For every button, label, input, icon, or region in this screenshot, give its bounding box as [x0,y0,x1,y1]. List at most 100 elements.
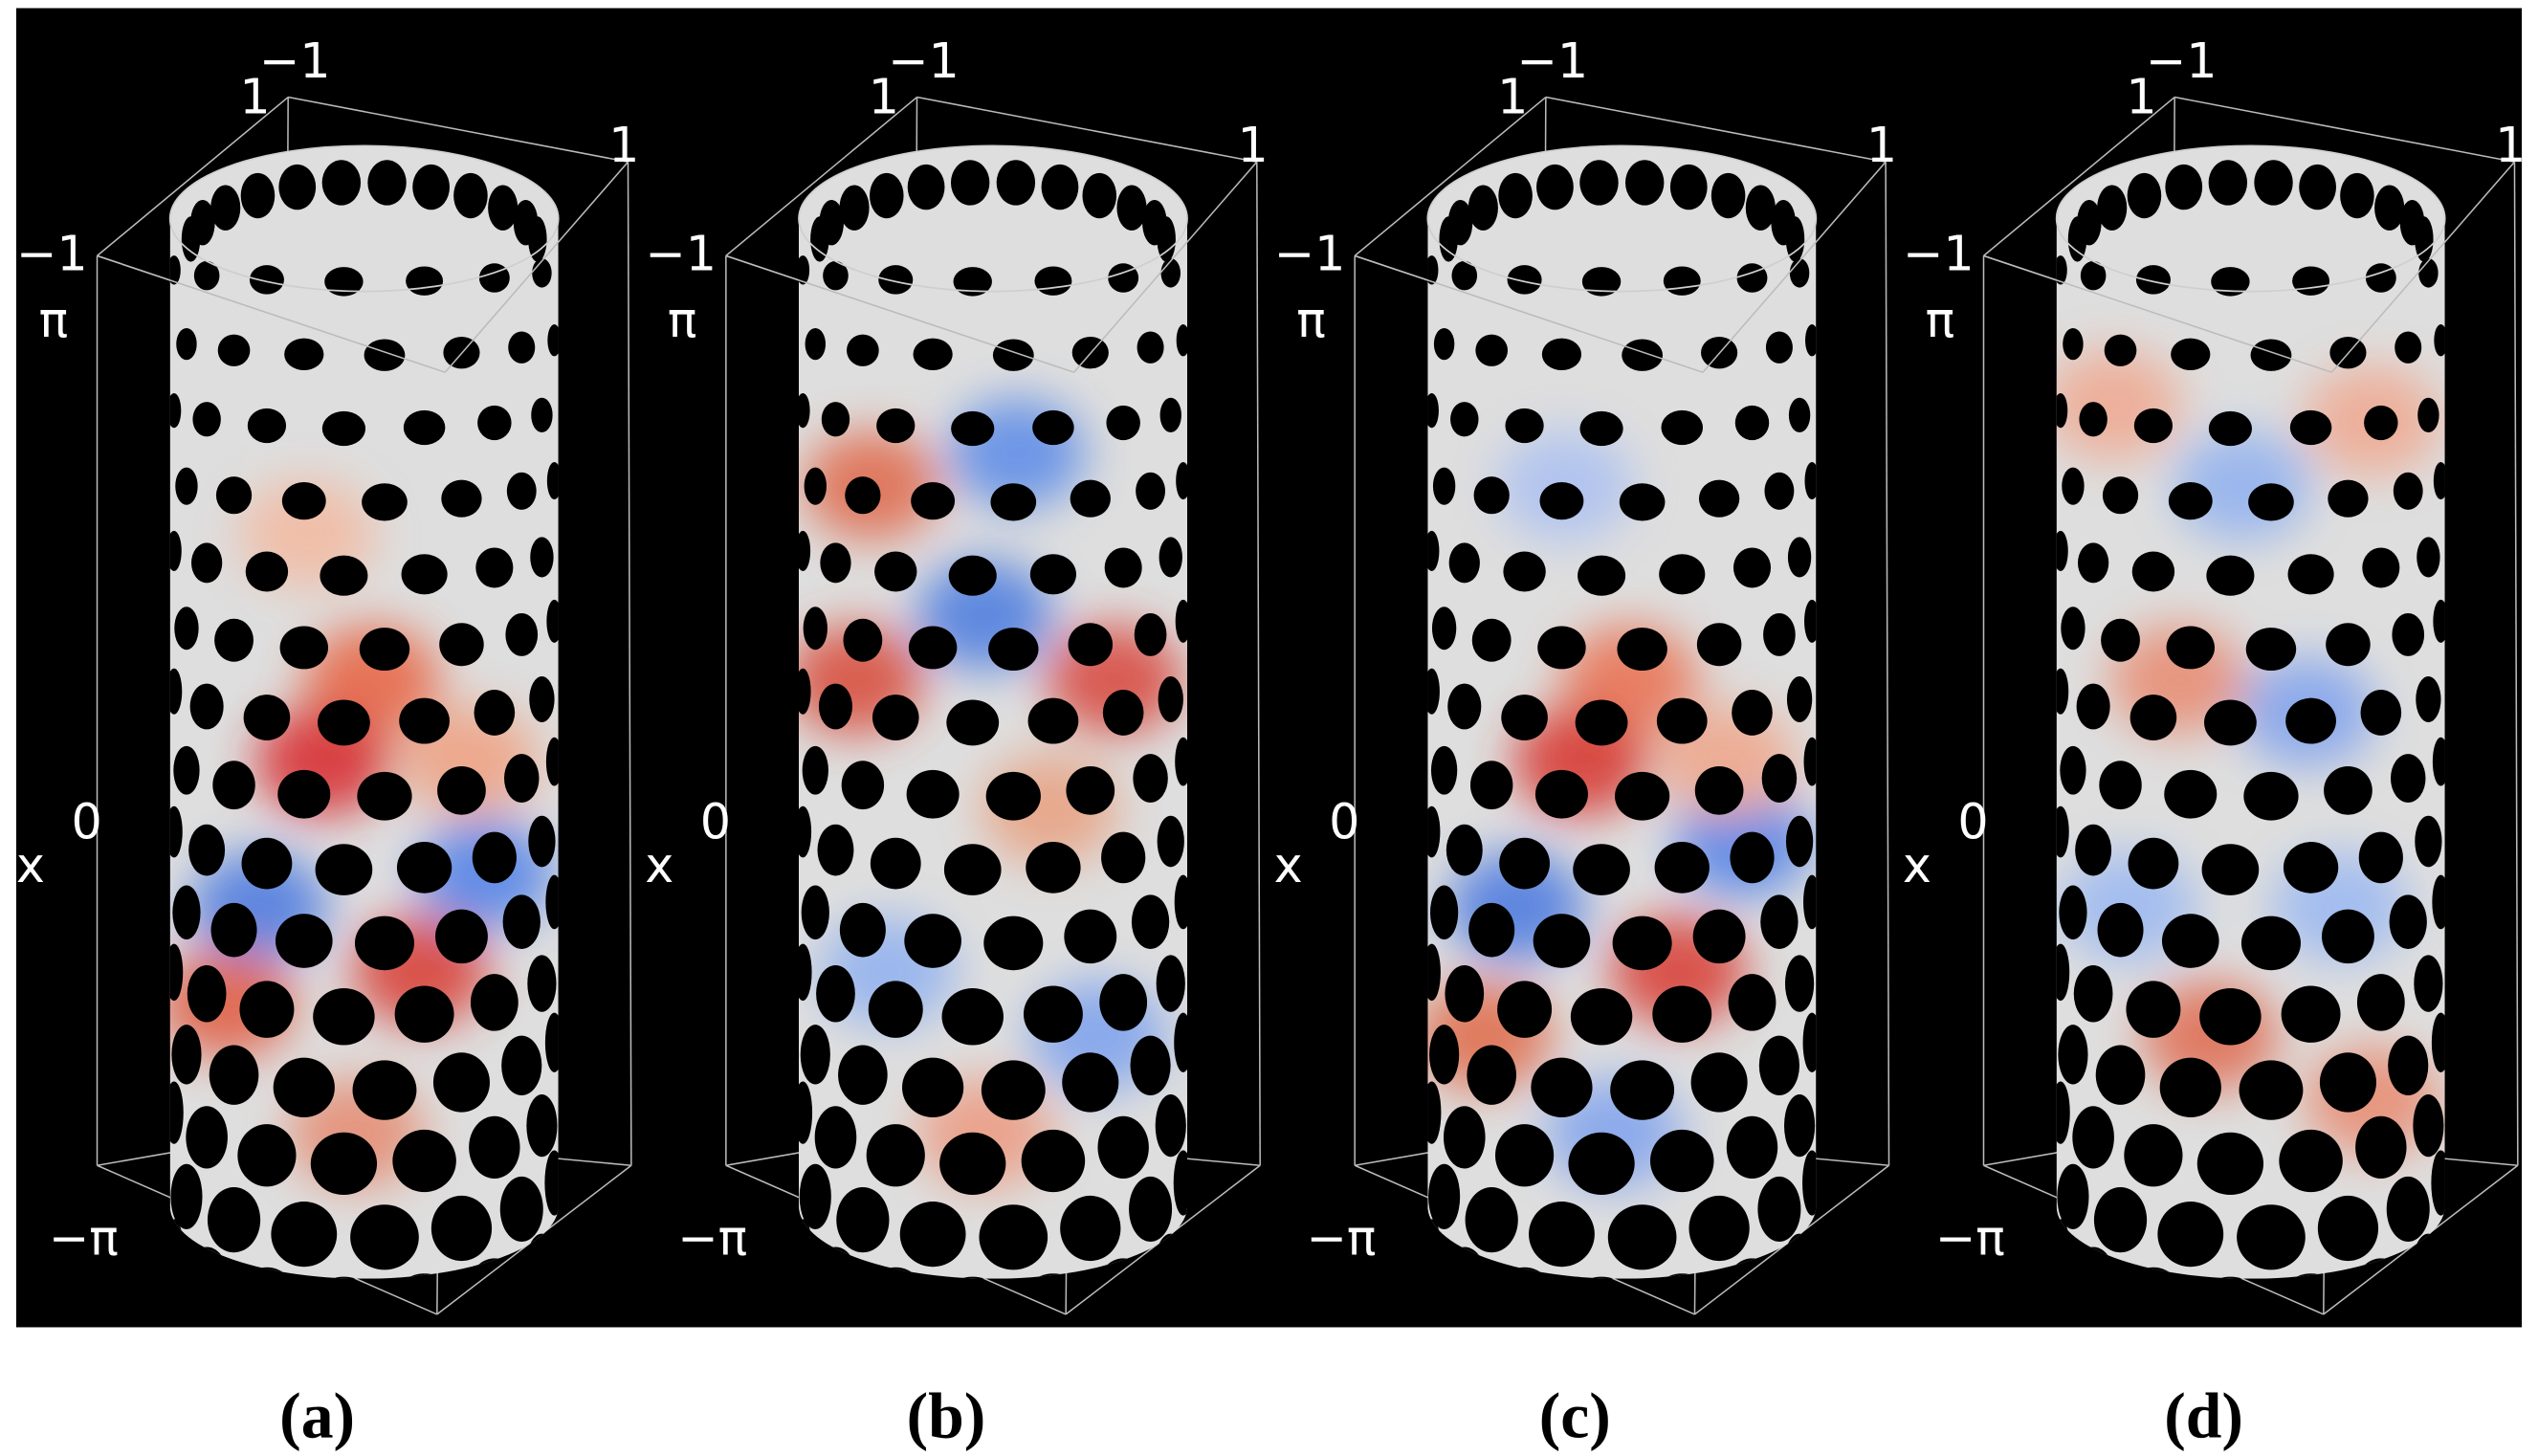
hole [2203,699,2257,746]
cylinder-rim [1426,144,1818,293]
hole [1696,623,1742,667]
hole [805,327,826,361]
hole [2245,628,2297,672]
hole [2056,943,2070,1002]
hole [2355,1115,2407,1180]
box-edge [2330,161,2516,373]
hole [906,769,960,819]
hole [1802,1012,1817,1072]
hole [1027,697,1079,744]
hole [847,334,879,366]
hole [802,745,828,795]
hole [943,844,1002,895]
hole [2413,1093,2444,1158]
hole [1732,690,1773,736]
hole [2165,164,2203,210]
hole [1445,965,1485,1023]
hole [2415,216,2434,262]
hole [354,916,414,971]
hole [1541,338,1582,371]
hole [530,537,554,578]
hole [239,981,295,1038]
hole [1649,1129,1714,1193]
box-edge [444,161,629,373]
hole [2056,255,2067,285]
hole [803,607,828,651]
axis-label: 0 [700,793,731,849]
hole [2133,408,2174,444]
hole [836,1187,890,1253]
panel-caption: (c) [1539,1380,1611,1452]
hole [2127,172,2162,219]
hole [1427,805,1441,858]
hole [2248,483,2294,521]
hole [798,393,810,429]
hole [2431,1150,2445,1216]
hole [1157,815,1184,868]
hole [2433,461,2445,500]
hole [1175,599,1188,643]
hole [544,1012,559,1072]
hole [1656,697,1708,744]
hole [2208,410,2253,447]
hole [545,874,559,930]
hole [2360,690,2402,736]
hole [392,1129,456,1193]
hole [189,683,224,730]
hole [1785,216,1805,262]
hole [1101,831,1146,884]
hole [2199,988,2262,1046]
box-edge [288,96,629,163]
hole [212,761,255,810]
hole [315,844,373,895]
hole [169,530,182,571]
axis-label: 0 [1957,793,1988,849]
hole [1499,837,1550,890]
hole [1804,599,1817,643]
cylinder-rim [798,144,1188,293]
hole [2059,885,2087,940]
hole [1029,554,1076,595]
hole [2287,554,2334,595]
hole [1431,607,1457,651]
hole [1784,955,1815,1012]
hole [2093,1187,2148,1253]
hole [403,409,446,446]
hole [528,216,547,262]
hole [171,1025,202,1085]
hole [2072,1106,2114,1169]
hole [817,824,854,876]
hole [1758,1035,1799,1095]
hole [1158,676,1183,722]
hole [953,267,992,297]
hole [2418,258,2439,288]
hole [172,885,201,940]
hole [401,554,448,595]
hole [1447,199,1473,246]
hole [1789,258,1810,288]
hole [1698,479,1740,518]
hole [1537,626,1586,670]
axis-label: 1 [2495,117,2526,173]
hole [1447,683,1482,730]
hole [1694,765,1744,815]
hole [1175,737,1188,786]
hole [531,397,553,433]
box-edge [2174,96,2515,163]
hole [2171,338,2211,371]
box-edge [725,254,1074,373]
hole [2073,965,2113,1023]
hole [475,547,514,588]
hole [2326,623,2371,667]
hole [2356,974,2405,1031]
hole [950,160,990,206]
axis-label: −1 [1516,33,1588,89]
hole [2166,626,2215,670]
hole [1062,1052,1119,1113]
hole [1159,397,1181,433]
box-edge [627,162,632,1166]
hole [1433,327,1455,361]
hole [532,258,552,288]
hole [948,555,997,596]
